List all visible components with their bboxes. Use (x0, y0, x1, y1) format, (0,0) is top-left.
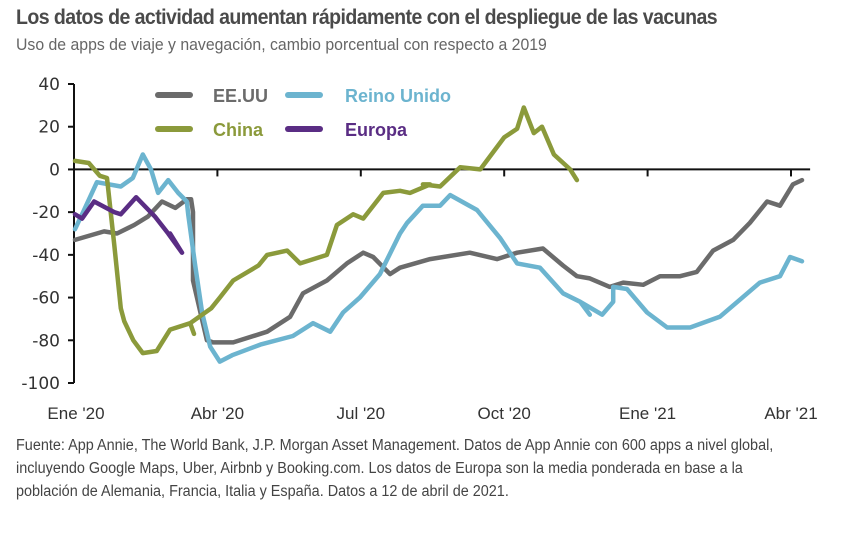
series-line-europa (72, 194, 185, 255)
chart-title: Los datos de actividad aumentan rápidame… (16, 6, 718, 29)
chart-subtitle: Uso de apps de viaje y navegación, cambi… (16, 35, 547, 54)
y-tick-label: -40 (32, 246, 60, 266)
x-tick-label: Oct '20 (478, 404, 531, 423)
x-tick-label: Ene '20 (47, 404, 104, 423)
x-tick-label: Abr '21 (764, 404, 817, 423)
y-tick-label: -60 (32, 289, 60, 309)
y-tick-label: -100 (21, 374, 60, 394)
series-line-reino-unido (72, 152, 805, 364)
y-tick-label: -20 (32, 203, 60, 223)
legend-label-eeuu: EE.UU (213, 86, 268, 106)
axes: 40 20 0 -20 -40 -60 -80 -100 Ene '20 Abr '20 Jul '… (21, 75, 817, 423)
x-tick-label: Jul '20 (336, 404, 385, 423)
x-tick-label: Ene '21 (619, 404, 676, 423)
y-tick-label: 40 (38, 75, 60, 95)
line-chart: 40 20 0 -20 -40 -60 -80 -100 Ene '20 Abr '20 Jul '… (21, 75, 817, 423)
series-line-china (72, 105, 580, 356)
y-tick-label: 0 (49, 160, 60, 180)
source-footnote: Fuente: App Annie, The World Bank, J.P. … (16, 437, 774, 500)
legend-label-reino-unido: Reino Unido (345, 86, 451, 106)
y-tick-label: -80 (32, 331, 60, 351)
legend-label-china: China (213, 120, 264, 140)
series-line-ee-uu (72, 177, 805, 345)
x-tick-label: Abr '20 (191, 404, 244, 423)
series-layer (72, 105, 805, 364)
y-tick-label: 20 (38, 118, 60, 138)
legend-label-europa: Europa (345, 120, 408, 140)
legend: EE.UU Reino Unido China Europa (155, 86, 451, 140)
